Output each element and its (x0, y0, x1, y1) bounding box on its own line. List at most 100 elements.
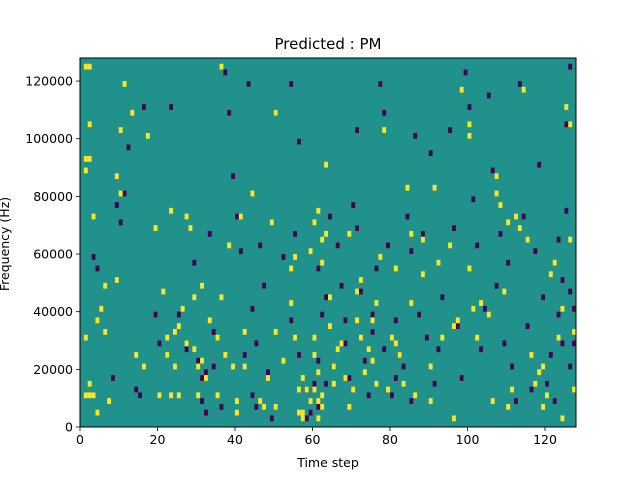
heatmap-cell-low (521, 213, 526, 220)
heatmap-cell-high (118, 127, 123, 133)
heatmap-cell-high (107, 398, 112, 404)
heatmap-cell-high (370, 357, 375, 364)
heatmap-cell-high (355, 288, 360, 295)
heatmap-cell-high (165, 352, 170, 358)
heatmap-cell-high (157, 392, 162, 399)
heatmap-cell-high (362, 369, 367, 376)
heatmap-cell-low (541, 294, 546, 301)
heatmap-cell-high (529, 352, 534, 358)
heatmap-cell-high (219, 63, 224, 70)
heatmap-cell-high (258, 398, 263, 404)
heatmap-cell-high (556, 334, 561, 341)
heatmap-cell-low (390, 392, 394, 399)
x-tick-label: 100 (456, 432, 480, 447)
heatmap-cell-low (196, 357, 201, 364)
heatmap-cell-high (378, 254, 383, 260)
heatmap-cell-low (366, 392, 371, 399)
heatmap-cell-low (502, 340, 507, 347)
heatmap-cell-high (467, 265, 472, 272)
heatmap-cell-high (142, 363, 146, 370)
heatmap-cell-low (204, 409, 208, 416)
heatmap-cell-low (393, 375, 398, 381)
heatmap-cell-low (413, 132, 418, 139)
heatmap-cell-low (436, 346, 441, 353)
heatmap-cell-low (246, 81, 251, 87)
heatmap-cell-low (359, 288, 363, 295)
heatmap-cell-low (568, 63, 573, 70)
heatmap-cell-high (517, 225, 522, 231)
heatmap-cell-low (266, 369, 270, 376)
heatmap-cell-low (335, 242, 340, 249)
heatmap-cell-low (351, 202, 356, 208)
heatmap-cell-low (568, 363, 573, 370)
heatmap-cell-low (254, 403, 259, 410)
heatmap-cell-high (242, 328, 247, 335)
heatmap-cell-high (335, 346, 340, 353)
heatmap-cell-high (83, 167, 88, 174)
heatmap-cell-low (235, 213, 239, 220)
heatmap-cell-high (467, 121, 472, 128)
heatmap-cell-high (452, 415, 456, 422)
heatmap-cell-high (169, 207, 174, 214)
heatmap-cell-high (568, 236, 573, 243)
heatmap-cell-low (138, 392, 143, 399)
heatmap-cell-high (87, 392, 92, 399)
y-tick-label: 60000 (33, 247, 73, 262)
heatmap-cell-high (114, 277, 119, 283)
heatmap-cell-low (289, 317, 294, 324)
heatmap-cell-high (324, 161, 329, 168)
heatmap-cell-low (95, 265, 100, 272)
heatmap-cell-high (459, 86, 464, 93)
heatmap-cell-low (111, 375, 115, 381)
heatmap-cell-low (312, 380, 317, 387)
heatmap-cell-high (312, 219, 317, 226)
heatmap-cell-high (409, 300, 414, 306)
heatmap-cell-high (83, 156, 88, 162)
heatmap-cell-high (312, 334, 317, 341)
x-axis-label: Time step (296, 455, 359, 470)
heatmap-cell-high (223, 352, 228, 358)
heatmap-cell-high (510, 386, 515, 393)
heatmap-cell-high (331, 380, 336, 387)
heatmap-cell-high (262, 403, 267, 410)
heatmap-cell-low (572, 305, 577, 312)
heatmap-cell-high (393, 265, 398, 272)
heatmap-cell-high (297, 386, 301, 393)
heatmap-cell-high (273, 328, 278, 335)
heatmap-cell-high (161, 288, 166, 295)
heatmap-cell-high (316, 207, 321, 214)
heatmap-cell-low (355, 225, 360, 231)
y-tick-label: 100000 (25, 131, 73, 146)
heatmap-cell-high (273, 109, 278, 116)
heatmap-cell-high (541, 403, 546, 410)
heatmap-cell-low (343, 317, 348, 324)
heatmap-cell-low (409, 248, 414, 255)
y-tick-label: 0 (65, 420, 73, 435)
y-tick-label: 120000 (25, 74, 73, 89)
heatmap-cell-low (269, 415, 274, 422)
heatmap-cell-high (231, 363, 236, 370)
heatmap-cell-high (560, 415, 565, 422)
heatmap-cell-low (510, 363, 515, 370)
heatmap-cell-low (231, 173, 236, 180)
heatmap-cell-high (405, 184, 410, 191)
heatmap-cell-low (378, 81, 383, 87)
heatmap-cell-low (347, 375, 352, 381)
heatmap-cell-high (87, 156, 92, 162)
heatmap-cell-low (227, 109, 232, 116)
heatmap-cell-high (359, 334, 363, 341)
heatmap-cell-high (312, 386, 317, 393)
heatmap-cell-low (362, 357, 367, 364)
heatmap-cell-high (176, 392, 181, 399)
heatmap-cell-high (328, 323, 332, 329)
heatmap-cell-low (529, 386, 534, 393)
heatmap-cell-high (312, 352, 317, 358)
heatmap-cell-high (316, 398, 321, 404)
y-axis-label: Frequency (Hz) (0, 197, 12, 291)
heatmap-cell-low (254, 340, 259, 347)
heatmap-cell-high (355, 317, 360, 324)
heatmap-cell-low (374, 265, 379, 272)
heatmap-cell-high (533, 380, 538, 387)
heatmap-cell-high (281, 357, 286, 364)
heatmap-cell-low (479, 346, 484, 353)
